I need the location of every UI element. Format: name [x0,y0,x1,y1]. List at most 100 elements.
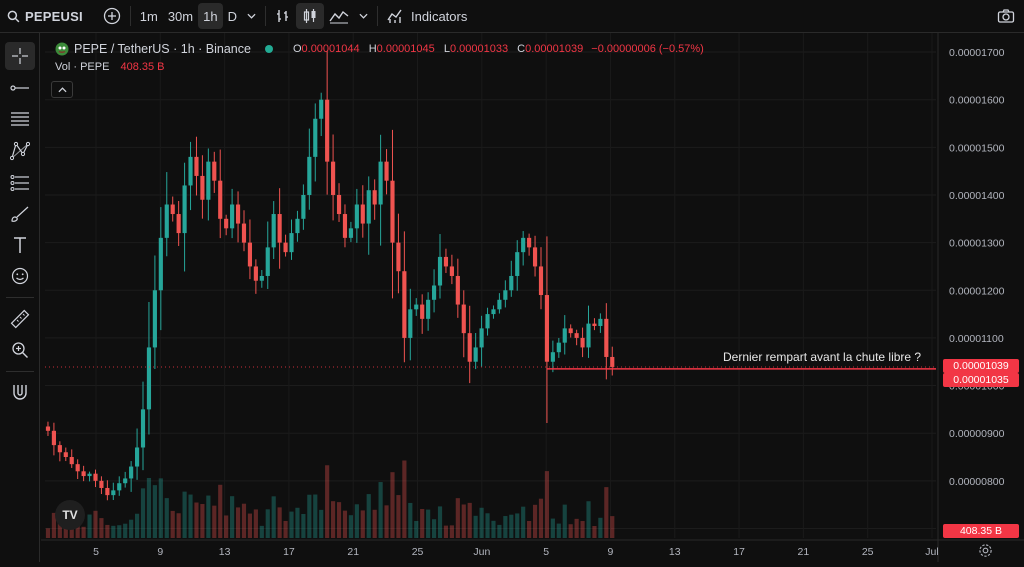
time-axis-label: 21 [798,546,810,558]
candle-body [164,204,169,238]
volume-bar [164,498,169,538]
tradingview-logo[interactable]: TV [55,500,85,530]
support-annotation[interactable]: Dernier rempart avant la chute libre ? [723,350,922,364]
candle-body [538,266,544,296]
compare-symbol-button[interactable] [98,3,126,29]
time-axis-label: 17 [733,546,745,558]
candle [176,200,181,246]
magnet-icon [13,385,27,400]
candle [580,327,585,358]
candle [241,210,247,252]
candles-style-button[interactable] [295,3,324,29]
candle-body [580,337,585,348]
candle-body [259,275,264,281]
candle [491,305,496,319]
candle-body [129,466,134,479]
volume-bar [235,507,241,538]
candles-icon [303,9,316,23]
price-chart[interactable]: 0.00001700 0.00001600 0.00001500 0.00001400… [41,33,1024,562]
chart-style-dropdown-button[interactable] [354,3,373,29]
emoji-tool-button[interactable] [5,262,35,290]
price-axis-label: 0.00000800 [949,476,1005,488]
candle [532,235,538,277]
time-axis-label: 21 [347,546,359,558]
candle [164,172,169,257]
candle [188,141,193,211]
volume-bar [396,495,401,538]
indicators-button[interactable]: Indicators [382,3,472,29]
candle-body [182,185,187,234]
collapse-legend-button[interactable] [51,81,73,98]
candle-body [479,328,484,348]
timeframe-d-button[interactable]: D [227,8,237,24]
candle [378,134,383,246]
timeframe-1m-button[interactable]: 1m [139,8,158,24]
candle [467,305,472,384]
candle-body [230,204,235,229]
magnet-mode-button[interactable] [5,378,35,406]
candle [414,298,419,316]
candle [69,449,74,468]
candle [384,149,389,195]
candle-body [491,309,496,315]
candle-body [544,295,550,362]
candle [182,162,187,272]
candle-body [283,242,288,253]
ohlc-values: O0.00001044 H0.00001045 L0.00001033 C0.0… [287,43,704,55]
candle [75,459,80,480]
candle-body [212,161,217,181]
timeframe-30m-button[interactable]: 30m [167,8,194,24]
candle-body [235,204,241,224]
brush-tool-button[interactable] [5,200,35,228]
candle-body [45,426,51,431]
chart-settings-button[interactable] [978,543,993,563]
pattern-tool-button[interactable] [5,137,35,165]
candle-body [301,194,306,219]
text-tool-button[interactable] [5,231,35,259]
candle-body [336,194,342,215]
trend-line-tool-button[interactable] [5,74,35,102]
crosshair-tool-button[interactable] [5,42,35,70]
candle-body [509,275,514,291]
volume-bar [200,504,205,538]
candle-body [277,214,282,243]
volume-bar [366,494,371,538]
candle-body [414,304,419,310]
candle [372,179,377,220]
timeframe-1h-button[interactable]: 1h [198,3,223,29]
candle [336,183,342,222]
symbol-title[interactable]: PEPE / TetherUS · 1h · Binance [74,42,251,56]
candle-body [158,237,163,291]
bar-style-button[interactable] [270,3,296,29]
volume-bar [521,506,526,538]
close-label: C [517,43,526,55]
time-axis[interactable]: 5 9 13 17 21 25 Jun 5 9 13 17 21 25 Jul [93,546,939,558]
measure-tool-button[interactable] [5,305,35,333]
volume-bar [301,513,306,538]
chart-area[interactable]: 0.00001700 0.00001600 0.00001500 0.00001400… [41,33,1024,562]
volume-bar [604,487,609,538]
volume-bar [437,506,443,538]
snapshot-button[interactable] [992,3,1020,29]
candle [348,221,353,243]
area-style-button[interactable] [324,3,354,29]
fib-tool-button[interactable] [5,169,35,197]
candle-body [307,156,312,195]
candle-body [325,99,330,162]
symbol-search[interactable]: PEPEUSI [0,3,88,29]
candle-body [408,309,413,338]
price-axis[interactable]: 0.00001700 0.00001600 0.00001500 0.00001400… [949,47,1005,535]
timeframe-dropdown-button[interactable] [242,3,261,29]
candle [485,307,490,336]
low-value: 0.00001033 [449,43,509,55]
horizontal-lines-tool-button[interactable] [5,105,35,133]
candle-body [402,271,407,338]
volume-bar [224,515,229,538]
volume-bar [170,510,175,538]
candle [265,221,270,289]
symbol-name: PEPEUSI [25,8,83,24]
candle-body [57,445,62,453]
candle [105,480,110,501]
candle-body [360,204,365,224]
zoom-tool-button[interactable] [5,336,35,364]
